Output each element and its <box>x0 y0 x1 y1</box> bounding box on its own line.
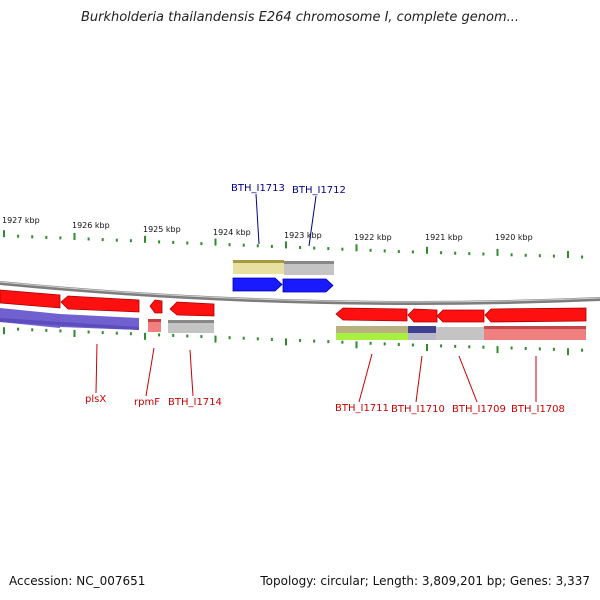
gene-label-plsx[interactable]: plsX <box>85 394 106 405</box>
gene-label-bth-i1712[interactable]: BTH_I1712 <box>292 185 346 196</box>
gene-arrow-bth-i1713[interactable] <box>232 277 283 292</box>
cog-bar-bth-i1711-lower <box>336 333 408 340</box>
cog-bar-edge-bth-i1712 <box>284 261 334 264</box>
cog-bar-edge-bth-i1708 <box>484 326 586 329</box>
cog-bar-bth-i1713 <box>233 260 284 274</box>
tick-label-1924: 1924 kbp <box>213 228 251 237</box>
cog-bar-edge-bth-i1713 <box>233 260 284 263</box>
tick-label-1927: 1927 kbp <box>2 216 40 225</box>
lower-scale-ticks <box>3 327 584 356</box>
tick-label-1923: 1923 kbp <box>284 231 322 240</box>
gene-arrow-bth-i1712[interactable] <box>282 278 334 293</box>
cog-bar-bth-i1712 <box>284 261 334 275</box>
cog-bar-shadow-plsx <box>0 318 139 330</box>
gene-arrow-plsx[interactable] <box>60 295 140 313</box>
tick-label-1920: 1920 kbp <box>495 233 533 242</box>
cog-bar-bth-i1709 <box>436 327 484 340</box>
leader-line-bth-i1713 <box>255 193 260 245</box>
upper-scale-ticks <box>3 230 584 259</box>
leader-line-rpmf <box>145 347 155 397</box>
leader-line-bth-i1712 <box>308 195 317 247</box>
genome-backbone-highlight <box>0 281 600 303</box>
tick-label-1922: 1922 kbp <box>354 233 392 242</box>
cog-bar-edge-bth-i1714 <box>168 320 214 323</box>
cog-bar-rpmf <box>148 319 161 332</box>
gene-label-bth-i1711[interactable]: BTH_I1711 <box>335 403 389 414</box>
gene-label-bth-i1713[interactable]: BTH_I1713 <box>231 183 285 194</box>
cog-bar-bth-i1711-upper <box>336 326 408 334</box>
cog-bar-edge-rpmf <box>148 319 161 322</box>
cog-bar-bth-i1710-upper <box>408 326 436 333</box>
map-title: Burkholderia thailandensis E264 chromoso… <box>80 10 520 25</box>
gene-label-rpmf[interactable]: rpmF <box>134 397 160 408</box>
leader-line-bth-i1711 <box>358 353 373 403</box>
gene-arrow-left-edge[interactable] <box>0 289 61 309</box>
leader-line-plsx <box>95 343 98 394</box>
gene-label-bth-i1708[interactable]: BTH_I1708 <box>511 404 565 415</box>
cog-bar-bth-i1708 <box>484 326 586 340</box>
gene-arrow-bth-i1710[interactable] <box>407 308 438 323</box>
leader-line-bth-i1714 <box>189 349 194 397</box>
gene-arrow-rpmf[interactable] <box>149 299 163 314</box>
gene-arrow-bth-i1711[interactable] <box>335 307 408 322</box>
accession-text: Accession: NC_007651 <box>9 574 146 588</box>
gene-arrow-bth-i1708[interactable] <box>484 307 587 323</box>
genome-summary-text: Topology: circular; Length: 3,809,201 bp… <box>260 574 590 588</box>
leader-line-bth-i1709 <box>458 355 478 403</box>
genome-backbone <box>0 281 600 306</box>
gene-label-bth-i1714[interactable]: BTH_I1714 <box>168 397 222 408</box>
tick-label-1926: 1926 kbp <box>72 221 110 230</box>
gene-arrow-bth-i1714[interactable] <box>169 301 215 317</box>
cog-bar-bth-i1710-lower <box>408 333 436 340</box>
tick-label-1925: 1925 kbp <box>143 225 181 234</box>
gene-label-bth-i1710[interactable]: BTH_I1710 <box>391 404 445 415</box>
cog-bar-bth-i1714 <box>168 320 214 333</box>
gene-label-bth-i1709[interactable]: BTH_I1709 <box>452 404 506 415</box>
gene-arrow-bth-i1709[interactable] <box>436 309 485 323</box>
leader-line-bth-i1710 <box>415 355 423 403</box>
cog-bar-left-edge <box>0 308 60 328</box>
tick-label-1921: 1921 kbp <box>425 233 463 242</box>
